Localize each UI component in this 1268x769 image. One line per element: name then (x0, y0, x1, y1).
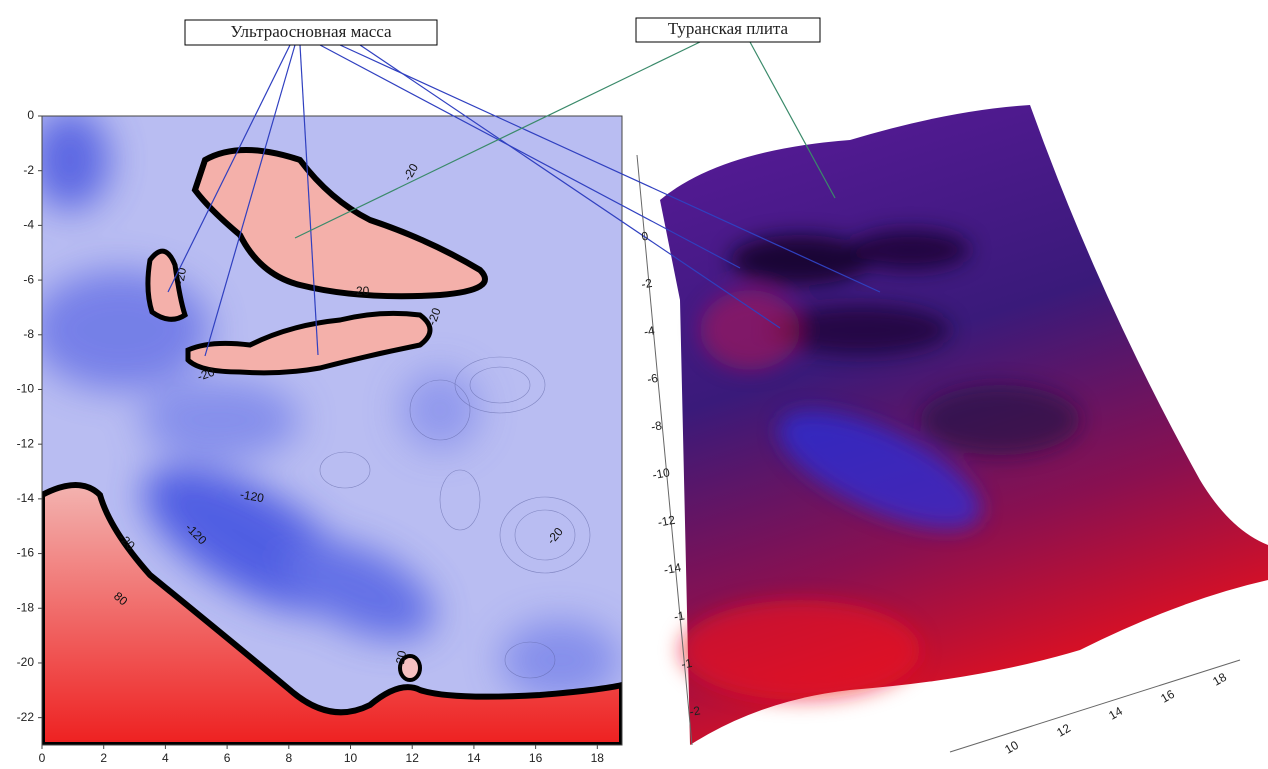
x-tick-label: 16 (529, 751, 543, 765)
x-tick-label: 0 (39, 751, 46, 765)
y-tick-label: -22 (17, 710, 35, 724)
surface-x-tick-label: 14 (1106, 704, 1125, 723)
surface-3d (637, 105, 1268, 752)
y-tick-label: -8 (23, 327, 34, 341)
surface-y-tick-label: -2 (640, 276, 653, 292)
surface-y-tick-label: -1 (673, 608, 686, 624)
x-tick-label: 18 (591, 751, 605, 765)
surface-x-axis (950, 660, 1240, 752)
surface-y-tick-label: -12 (657, 513, 677, 530)
surface-x-tick-label: 12 (1054, 721, 1073, 740)
surface-y-tick-label: -14 (663, 560, 683, 577)
figure: -20 -20 -20 -20 -20 -120 -120 -20 80 -20… (0, 0, 1268, 769)
y-tick-label: -20 (17, 655, 35, 669)
contour-label: -20 (352, 284, 370, 298)
annotation-label: Ультраосновная масса (230, 22, 392, 41)
surface-x-tick-label: 18 (1210, 670, 1229, 689)
y-tick-label: -2 (23, 163, 34, 177)
contour-map (30, 110, 622, 745)
annotation-label: Туранская плита (668, 19, 789, 38)
y-tick-label: -18 (17, 600, 35, 614)
x-tick-label: 12 (406, 751, 420, 765)
surface-y-tick-label: -8 (650, 418, 663, 434)
surface-y-tick-label: 0 (640, 229, 649, 244)
y-tick-label: -10 (17, 382, 35, 396)
y-tick-label: -4 (23, 218, 34, 232)
x-tick-label: 2 (100, 751, 107, 765)
y-tick-label: -12 (17, 436, 35, 450)
y-tick-label: -14 (17, 491, 35, 505)
surface-y-tick-label: -4 (643, 323, 656, 339)
annotations: Ультраосновная масса Туранская плита (185, 18, 820, 45)
y-tick-label: 0 (27, 108, 34, 122)
surface-y-tick-label: -10 (651, 465, 671, 482)
x-tick-label: 8 (285, 751, 292, 765)
x-tick-label: 6 (224, 751, 231, 765)
y-tick-label: -16 (17, 546, 35, 560)
surface-x-tick-label: 16 (1158, 687, 1177, 706)
x-tick-label: 14 (467, 751, 481, 765)
y-tick-label: -6 (23, 272, 34, 286)
x-tick-label: 10 (344, 751, 358, 765)
x-tick-label: 4 (162, 751, 169, 765)
surface-x-tick-label: 10 (1002, 738, 1021, 757)
